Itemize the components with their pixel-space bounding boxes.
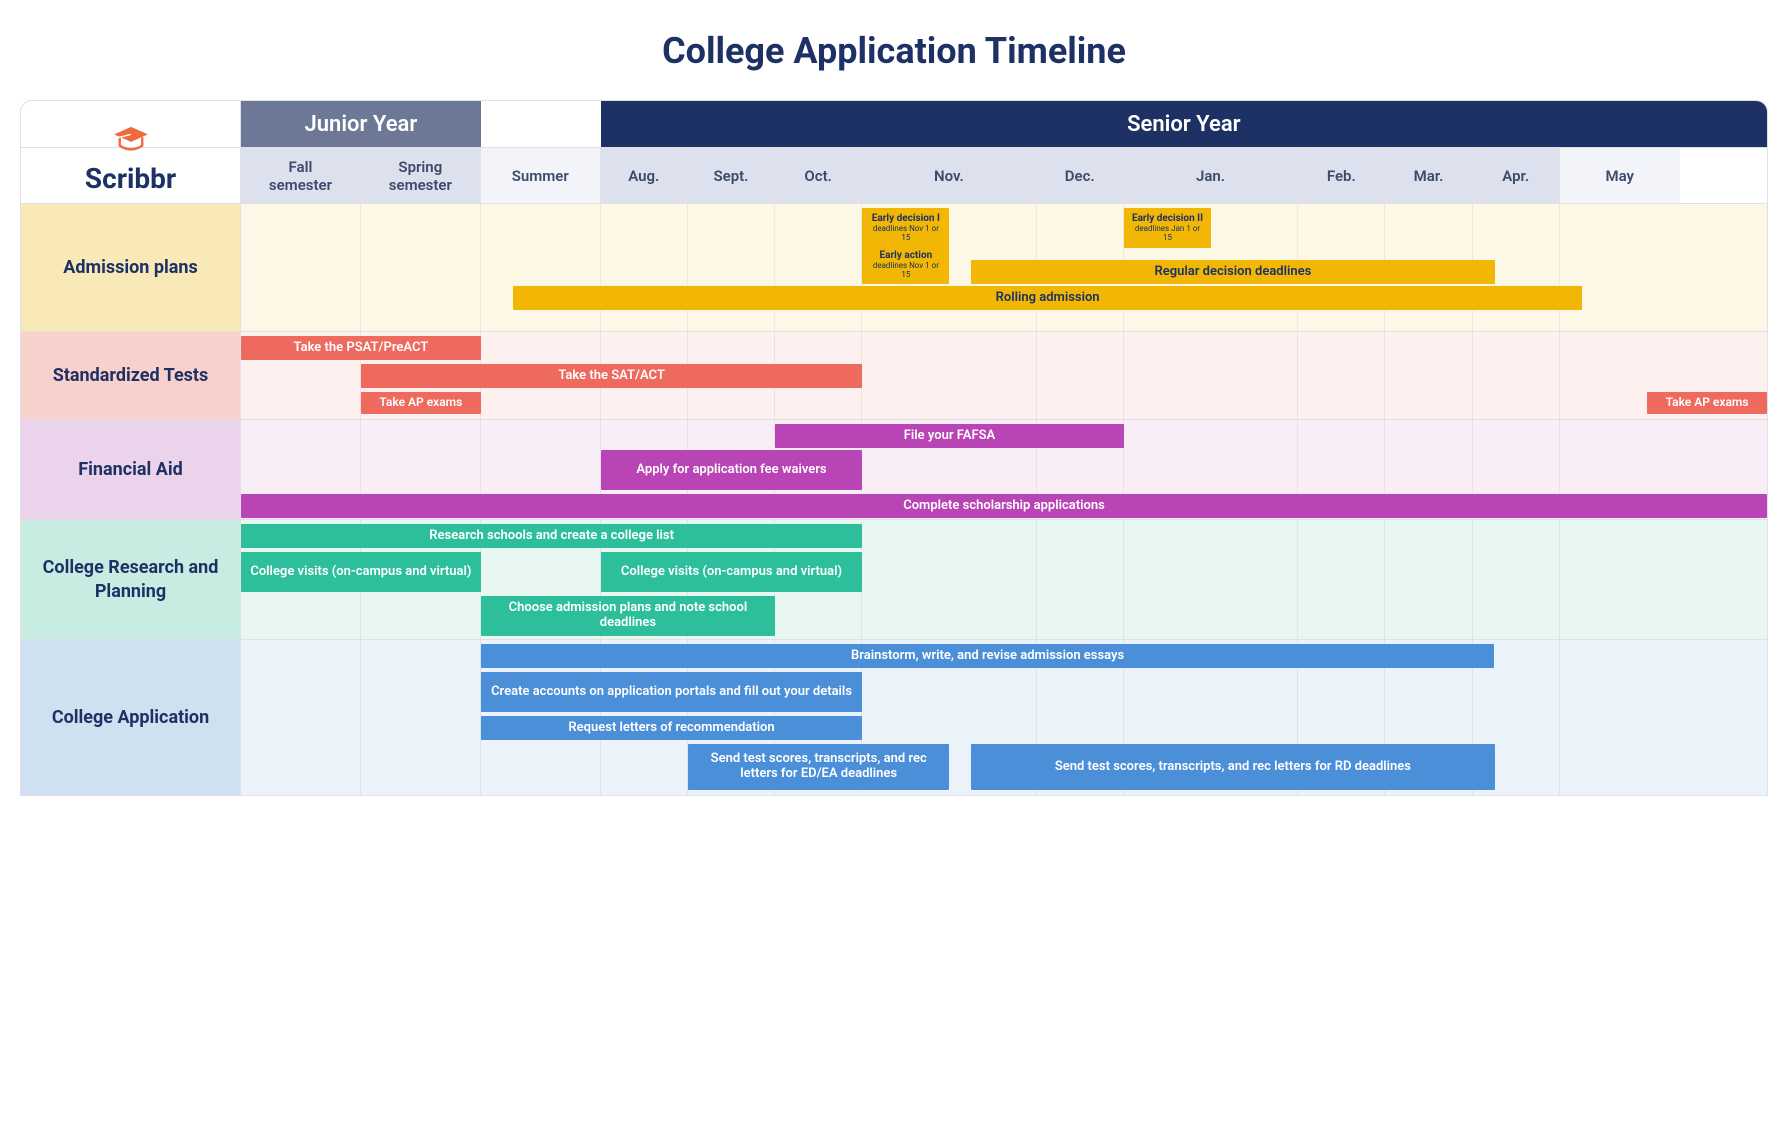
month-sept-: Sept. xyxy=(688,148,775,203)
month-header-row: Scribbr FallsemesterSpringsemesterSummer… xyxy=(21,147,1767,203)
year-senior-year: Senior Year xyxy=(601,101,1767,147)
scribbr-logo: Scribbr xyxy=(21,125,240,197)
section-label: Admission plans xyxy=(21,204,241,331)
bar-choose-admission-plans-and-note-school-d: Choose admission plans and note school d… xyxy=(481,596,775,636)
bar-take-ap-exams: Take AP exams xyxy=(1647,392,1767,414)
logo-text: Scribbr xyxy=(85,161,176,197)
section-label: College Application xyxy=(21,640,241,795)
bar-regular-decision-deadlines: Regular decision deadlines xyxy=(971,260,1494,284)
bar-request-letters-of-recommendation: Request letters of recommendation xyxy=(481,716,863,740)
bar-rolling-admission: Rolling admission xyxy=(513,286,1581,310)
grad-cap-icon xyxy=(112,125,150,155)
section-label: College Research and Planning xyxy=(21,520,241,639)
month-feb-: Feb. xyxy=(1298,148,1385,203)
bar-college-visits-on-campus-and-virtual-: College visits (on-campus and virtual) xyxy=(601,552,863,592)
month-nov-: Nov. xyxy=(862,148,1036,203)
bar-create-accounts-on-application-portals-a: Create accounts on application portals a… xyxy=(481,672,863,712)
year-junior-year: Junior Year xyxy=(241,101,481,147)
month-apr-: Apr. xyxy=(1473,148,1560,203)
bar-take-the-sat-act: Take the SAT/ACT xyxy=(361,364,862,388)
section-admission-plans: Admission plans Early decision Ideadlines… xyxy=(21,203,1767,331)
bar-apply-for-application-fee-waivers: Apply for application fee waivers xyxy=(601,450,863,490)
section-standardized-tests: Standardized TestsTake the PSAT/PreACT Ta… xyxy=(21,331,1767,419)
bar-research-schools-and-create-a-college-li: Research schools and create a college li… xyxy=(241,524,862,548)
month-dec-: Dec. xyxy=(1037,148,1124,203)
month-jan-: Jan. xyxy=(1124,148,1298,203)
bar-complete-scholarship-applications: Complete scholarship applications xyxy=(241,494,1767,518)
bar-send-test-scores-transcripts-and-rec-let: Send test scores, transcripts, and rec l… xyxy=(971,744,1494,790)
month-summer: Summer xyxy=(481,148,601,203)
section-financial-aid: Financial Aid File your FAFSAApply for ap… xyxy=(21,419,1767,519)
month-fall-semester: Fallsemester xyxy=(241,148,361,203)
month-mar-: Mar. xyxy=(1385,148,1472,203)
bar-early-action: Early actiondeadlines Nov 1 or 15 xyxy=(862,246,949,284)
month-may: May xyxy=(1560,148,1680,203)
month-oct-: Oct. xyxy=(775,148,862,203)
bar-take-ap-exams: Take AP exams xyxy=(361,392,481,414)
bar-take-the-psat-preact: Take the PSAT/PreACT xyxy=(241,336,481,360)
page-title: College Application Timeline xyxy=(20,30,1768,72)
timeline-chart: Junior Year Senior Year Scribbr Fallsemes… xyxy=(20,100,1768,796)
month-aug-: Aug. xyxy=(601,148,688,203)
section-college-application: College Application Brainstorm, write, an… xyxy=(21,639,1767,795)
section-label: Financial Aid xyxy=(21,420,241,519)
bar-brainstorm-write-and-revise-admission-es: Brainstorm, write, and revise admission … xyxy=(481,644,1495,668)
section-label: Standardized Tests xyxy=(21,332,241,419)
bar-early-decision-i: Early decision Ideadlines Nov 1 or 15 xyxy=(862,208,949,248)
bar-college-visits-on-campus-and-virtual-: College visits (on-campus and virtual) xyxy=(241,552,481,592)
year-header-row: Junior Year Senior Year xyxy=(21,101,1767,147)
section-college-research-and-planning: College Research and PlanningResearch sc… xyxy=(21,519,1767,639)
year-gap xyxy=(481,101,601,147)
bar-early-decision-ii: Early decision IIdeadlines Jan 1 or 15 xyxy=(1124,208,1211,248)
logo-cell-2: Scribbr xyxy=(21,148,241,203)
bar-file-your-fafsa: File your FAFSA xyxy=(775,424,1124,448)
month-spring-semester: Springsemester xyxy=(361,148,481,203)
bar-send-test-scores-transcripts-and-rec-let: Send test scores, transcripts, and rec l… xyxy=(688,744,950,790)
